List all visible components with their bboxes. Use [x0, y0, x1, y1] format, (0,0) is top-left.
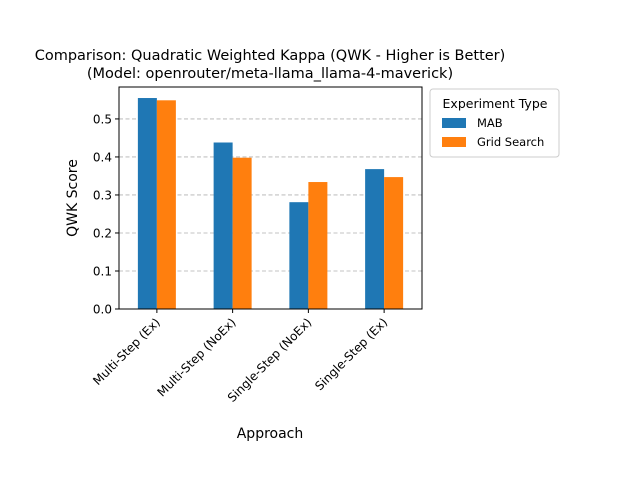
bar-mab [289, 202, 309, 309]
legend: Experiment Type MAB Grid Search [429, 88, 560, 158]
bar-grid-search [384, 177, 404, 309]
y-axis-label: QWK Score [65, 159, 81, 237]
y-tick-label: 0.4 [93, 150, 112, 164]
bar-grid-search [156, 100, 176, 309]
bar-grid-search [232, 157, 252, 309]
legend-label-mab: MAB [477, 116, 503, 130]
y-tick-label: 0.5 [93, 112, 112, 126]
y-axis: 0.0 0.1 0.2 0.3 0.4 0.5 [93, 112, 119, 317]
bars-group [137, 98, 404, 309]
legend-swatch-grid-search [442, 137, 466, 147]
y-gridlines [119, 118, 422, 272]
bar-mab [213, 142, 233, 309]
legend-title: Experiment Type [443, 96, 548, 111]
chart-title-line-1: Comparison: Quadratic Weighted Kappa (QW… [35, 48, 506, 64]
bar-mab [365, 169, 385, 309]
chart-title-line-2: (Model: openrouter/meta-llama_llama-4-ma… [87, 66, 453, 82]
bar-grid-search [308, 182, 328, 309]
plot-area-frame [118, 86, 423, 310]
legend-swatch-mab [442, 118, 466, 128]
bar-mab [137, 98, 157, 309]
y-tick-label: 0.3 [93, 188, 112, 202]
y-tick-label: 0.2 [93, 226, 112, 240]
x-axis-label: Approach [237, 426, 304, 442]
y-tick-label: 0.0 [93, 303, 112, 317]
legend-label-grid-search: Grid Search [477, 135, 544, 149]
y-tick-label: 0.1 [93, 264, 112, 278]
